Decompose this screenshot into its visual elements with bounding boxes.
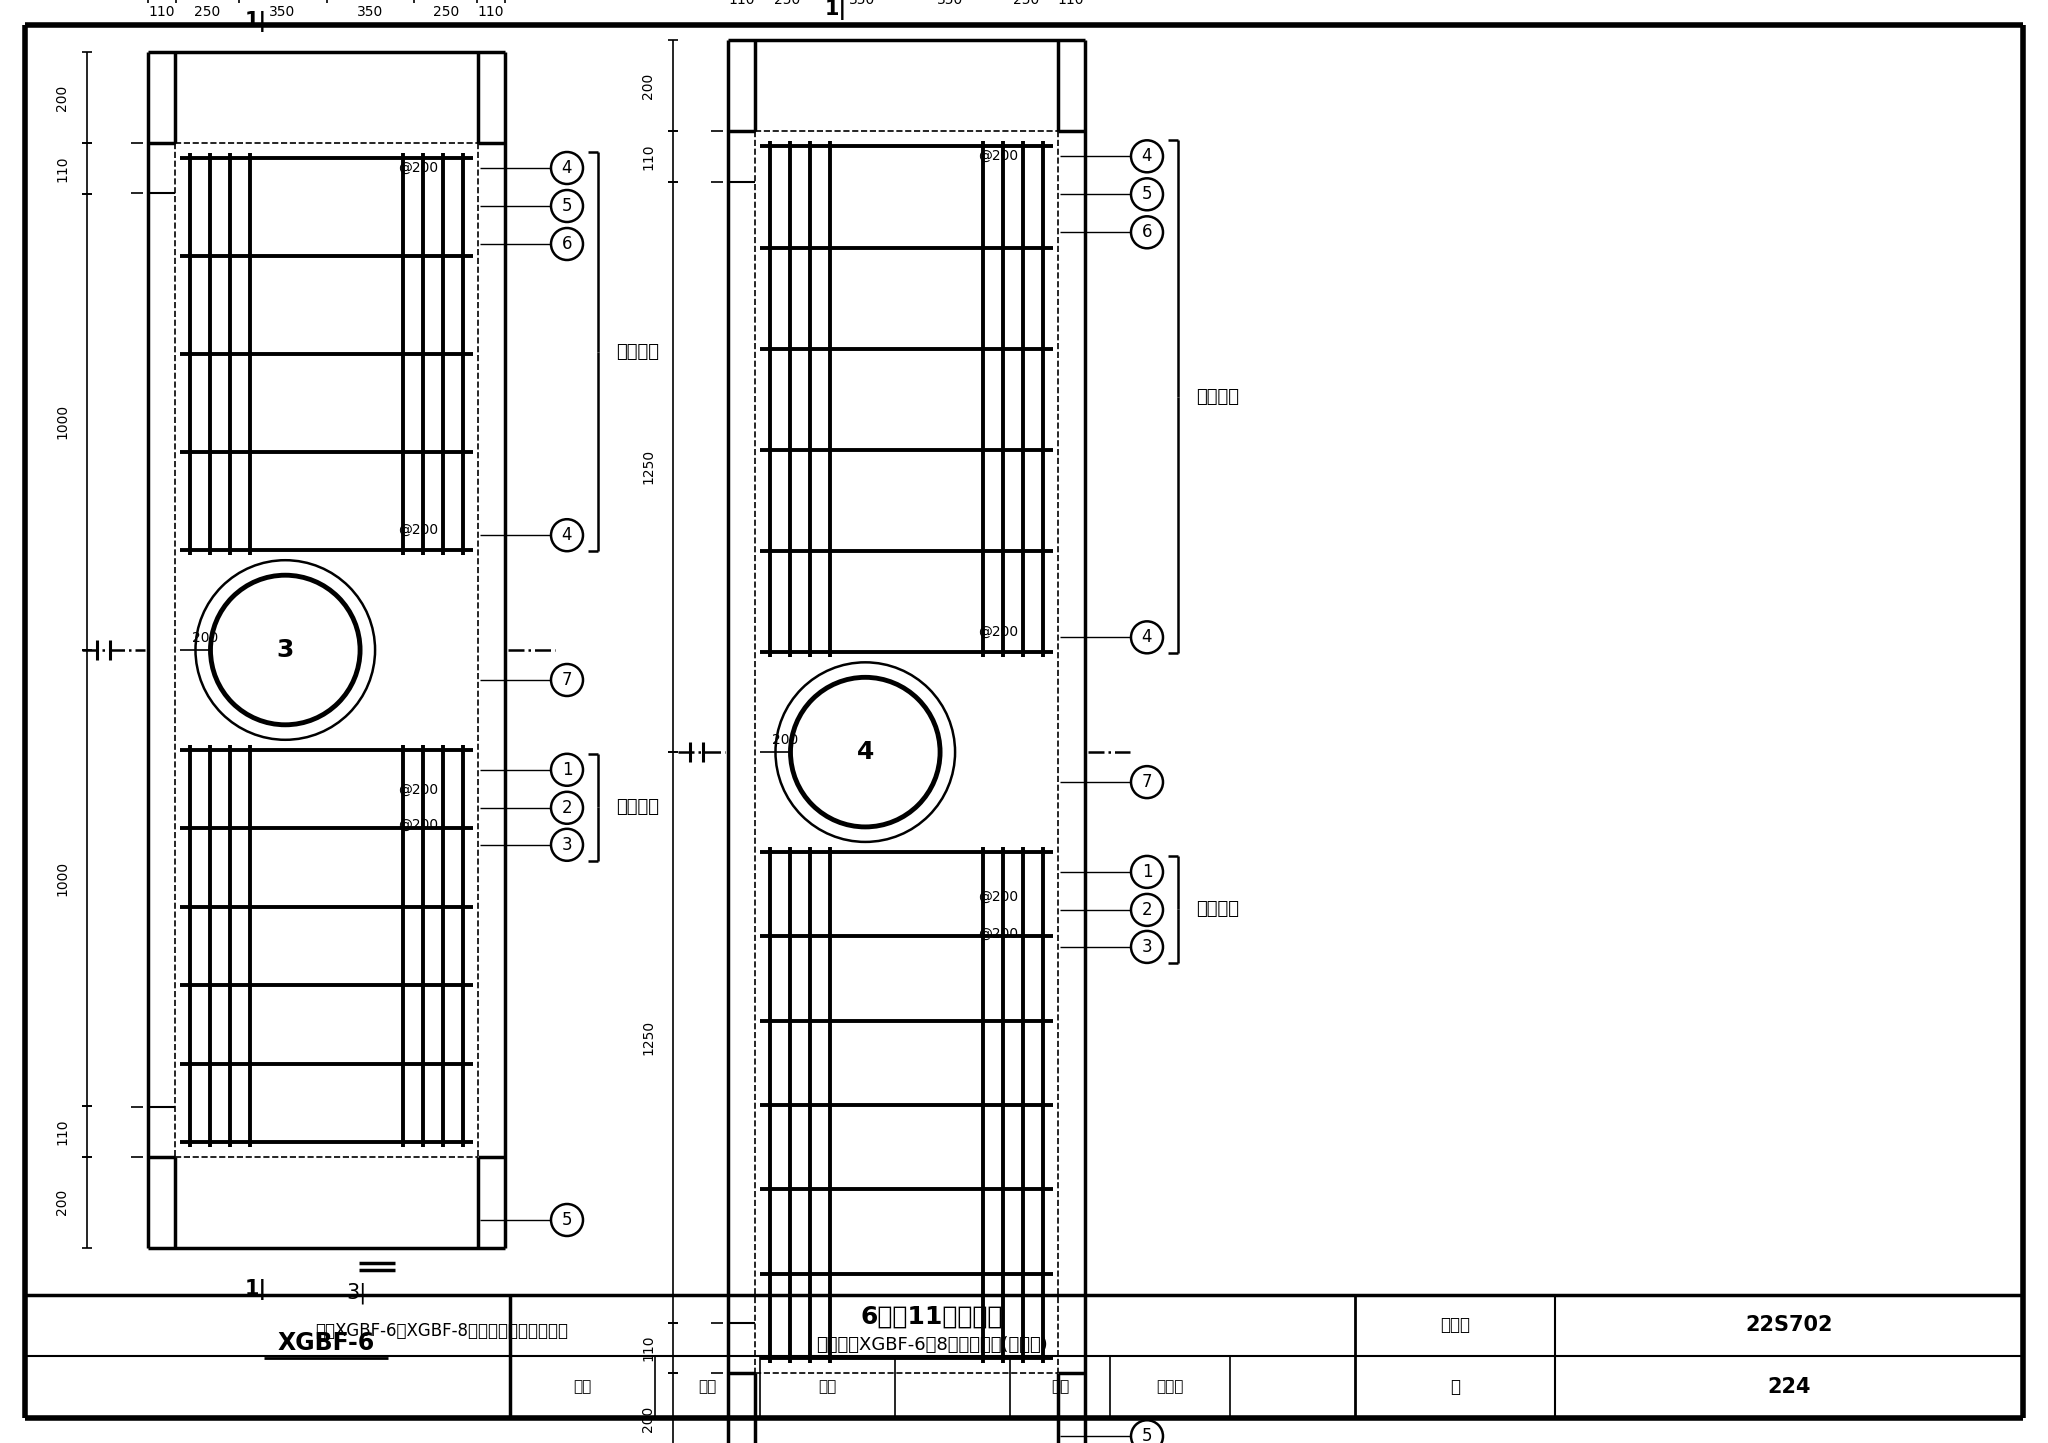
Text: 1|: 1| bbox=[825, 0, 848, 20]
Text: @200: @200 bbox=[979, 926, 1018, 941]
Circle shape bbox=[1130, 140, 1163, 172]
Text: @200: @200 bbox=[397, 524, 438, 537]
Text: 200: 200 bbox=[193, 631, 219, 645]
Circle shape bbox=[1130, 856, 1163, 887]
Text: 110: 110 bbox=[150, 4, 174, 19]
Text: 4: 4 bbox=[561, 527, 571, 544]
Circle shape bbox=[1130, 931, 1163, 962]
Circle shape bbox=[1130, 766, 1163, 798]
Text: 110: 110 bbox=[477, 4, 504, 19]
Text: 李海彬: 李海彬 bbox=[1157, 1380, 1184, 1394]
Text: 图集号: 图集号 bbox=[1440, 1316, 1470, 1333]
Text: 250: 250 bbox=[195, 4, 221, 19]
Text: 250: 250 bbox=[432, 4, 459, 19]
Circle shape bbox=[551, 792, 584, 824]
Text: 现浇盖板XGBF-6、8配筋平面图(有覆土): 现浇盖板XGBF-6、8配筋平面图(有覆土) bbox=[815, 1336, 1049, 1354]
Circle shape bbox=[1130, 622, 1163, 654]
Text: 110: 110 bbox=[641, 1335, 655, 1361]
Text: 5: 5 bbox=[1141, 1427, 1153, 1443]
Text: 7: 7 bbox=[561, 671, 571, 688]
Text: 110: 110 bbox=[641, 143, 655, 170]
Circle shape bbox=[551, 519, 584, 551]
Circle shape bbox=[551, 664, 584, 696]
Text: 200: 200 bbox=[641, 72, 655, 98]
Circle shape bbox=[551, 152, 584, 185]
Text: 5: 5 bbox=[561, 1211, 571, 1229]
Text: 224: 224 bbox=[1767, 1377, 1810, 1397]
Text: 下层钢筋: 下层钢筋 bbox=[1196, 900, 1239, 918]
Circle shape bbox=[1130, 893, 1163, 926]
Circle shape bbox=[551, 828, 584, 861]
Text: 3: 3 bbox=[1141, 938, 1153, 955]
Text: 7: 7 bbox=[1141, 773, 1153, 791]
Circle shape bbox=[551, 1203, 584, 1237]
Text: 200: 200 bbox=[772, 733, 799, 747]
Text: 6: 6 bbox=[561, 235, 571, 253]
Text: 110: 110 bbox=[55, 1118, 70, 1144]
Text: 110: 110 bbox=[1059, 0, 1085, 7]
Text: 250: 250 bbox=[774, 0, 801, 7]
Text: 110: 110 bbox=[55, 156, 70, 182]
Text: 350: 350 bbox=[356, 4, 383, 19]
Text: 3: 3 bbox=[561, 835, 571, 854]
Text: 5: 5 bbox=[561, 198, 571, 215]
Text: 4: 4 bbox=[1141, 147, 1153, 166]
Text: 2: 2 bbox=[561, 799, 571, 817]
Circle shape bbox=[1130, 179, 1163, 211]
Text: 注：XGBF-6、XGBF-8与池壁顶部一起现浇。: 注：XGBF-6、XGBF-8与池壁顶部一起现浇。 bbox=[315, 1322, 567, 1341]
Text: 审核: 审核 bbox=[573, 1380, 592, 1394]
Text: 校对: 校对 bbox=[817, 1380, 836, 1394]
Text: 页: 页 bbox=[1450, 1378, 1460, 1395]
Circle shape bbox=[211, 576, 360, 724]
Text: 王军: 王军 bbox=[698, 1380, 717, 1394]
Text: @200: @200 bbox=[397, 782, 438, 797]
Text: 2: 2 bbox=[1141, 900, 1153, 919]
Text: 3|: 3| bbox=[346, 1283, 367, 1303]
Text: 1000: 1000 bbox=[55, 860, 70, 896]
Text: 5: 5 bbox=[1141, 185, 1153, 203]
Text: @200: @200 bbox=[979, 149, 1018, 163]
Text: @200: @200 bbox=[979, 625, 1018, 639]
Text: 350: 350 bbox=[850, 0, 877, 7]
Text: 200: 200 bbox=[55, 1189, 70, 1215]
Circle shape bbox=[551, 753, 584, 786]
Text: XGBF-6: XGBF-6 bbox=[276, 1330, 375, 1355]
Text: 1000: 1000 bbox=[55, 404, 70, 439]
Text: 250: 250 bbox=[1014, 0, 1038, 7]
Text: 200: 200 bbox=[641, 1405, 655, 1431]
Circle shape bbox=[1130, 216, 1163, 248]
Text: 6: 6 bbox=[1141, 224, 1153, 241]
Text: 3: 3 bbox=[276, 638, 295, 662]
Text: 上层钢筋: 上层钢筋 bbox=[1196, 388, 1239, 405]
Text: 350: 350 bbox=[270, 4, 295, 19]
Text: 4: 4 bbox=[561, 159, 571, 177]
Text: 下层钢筋: 下层钢筋 bbox=[616, 798, 659, 817]
Text: 设计: 设计 bbox=[1051, 1380, 1069, 1394]
Text: 1250: 1250 bbox=[641, 1020, 655, 1055]
Text: 4: 4 bbox=[1141, 628, 1153, 646]
Text: 1: 1 bbox=[1141, 863, 1153, 880]
Circle shape bbox=[1130, 1420, 1163, 1443]
Text: 4: 4 bbox=[856, 740, 874, 765]
Text: @200: @200 bbox=[979, 890, 1018, 903]
Text: @200: @200 bbox=[397, 818, 438, 831]
Text: 1|: 1| bbox=[246, 1280, 266, 1300]
Text: @200: @200 bbox=[397, 162, 438, 175]
Text: 22S702: 22S702 bbox=[1745, 1315, 1833, 1335]
Text: 1|: 1| bbox=[246, 12, 266, 33]
Text: 上层钢筋: 上层钢筋 bbox=[616, 342, 659, 361]
Text: 1: 1 bbox=[561, 760, 571, 779]
Text: 1250: 1250 bbox=[641, 449, 655, 485]
Text: 200: 200 bbox=[55, 85, 70, 111]
Text: 6号～11号化粪池: 6号～11号化粪池 bbox=[860, 1304, 1004, 1329]
Circle shape bbox=[551, 228, 584, 260]
Text: 110: 110 bbox=[729, 0, 756, 7]
Circle shape bbox=[551, 190, 584, 222]
Text: 350: 350 bbox=[938, 0, 965, 7]
Circle shape bbox=[791, 677, 940, 827]
